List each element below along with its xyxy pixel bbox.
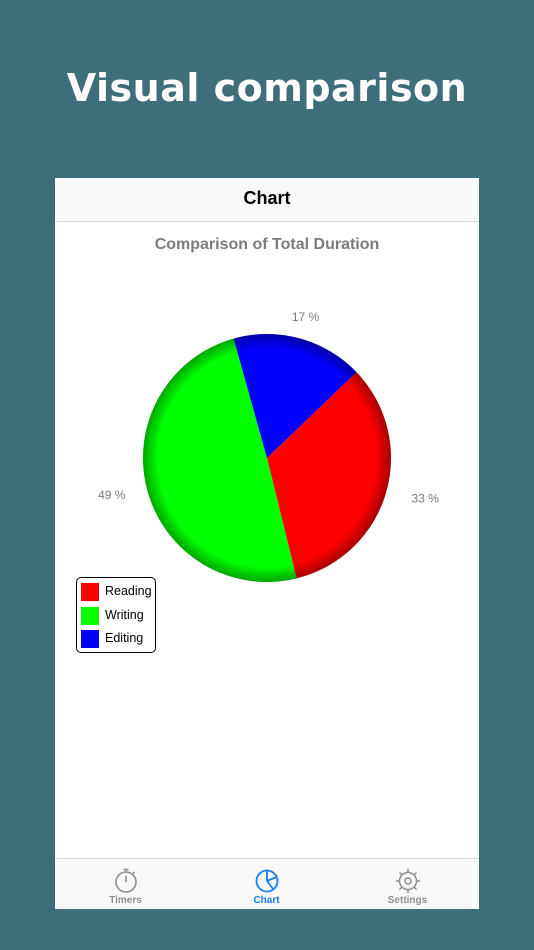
legend-swatch-writing [81,607,99,625]
navigation-bar: Chart [55,178,479,222]
pie-chart-icon [255,869,279,893]
stopwatch-icon [115,868,137,893]
promo-title: Visual comparison [66,66,468,110]
tab-chart[interactable]: Chart [196,859,337,909]
legend-swatch-reading [81,583,99,601]
gear-icon [396,869,420,893]
legend-label: Reading [105,584,152,598]
tab-settings-label: Settings [387,895,428,906]
pie-label-writing: 49 % [98,488,126,502]
nav-title: Chart [243,188,291,208]
legend-label: Editing [105,631,144,645]
pie-label-editing: 17 % [292,310,320,324]
pie-label-reading: 33 % [412,492,440,506]
chart-title: Comparison of Total Duration [154,236,380,253]
tab-timers[interactable]: Timers [55,859,196,909]
tab-timers-label: Timers [109,895,142,906]
chart-legend: Reading Writing Editing [76,577,156,653]
legend-item-editing: Editing [81,629,155,649]
tab-settings[interactable]: Settings [337,859,478,909]
pie-rim-shading [143,334,391,582]
pie-chart: 33 % 49 % 17 % [98,310,440,582]
tab-bar: Timers Chart [55,858,479,909]
legend-item-writing: Writing [81,606,155,626]
legend-label: Writing [105,608,144,622]
app-screen: Chart Comparison of Total Duration 33 % 4… [55,178,479,909]
legend-item-reading: Reading [81,582,155,602]
legend-swatch-editing [81,630,99,648]
tab-chart-label: Chart [253,895,280,906]
